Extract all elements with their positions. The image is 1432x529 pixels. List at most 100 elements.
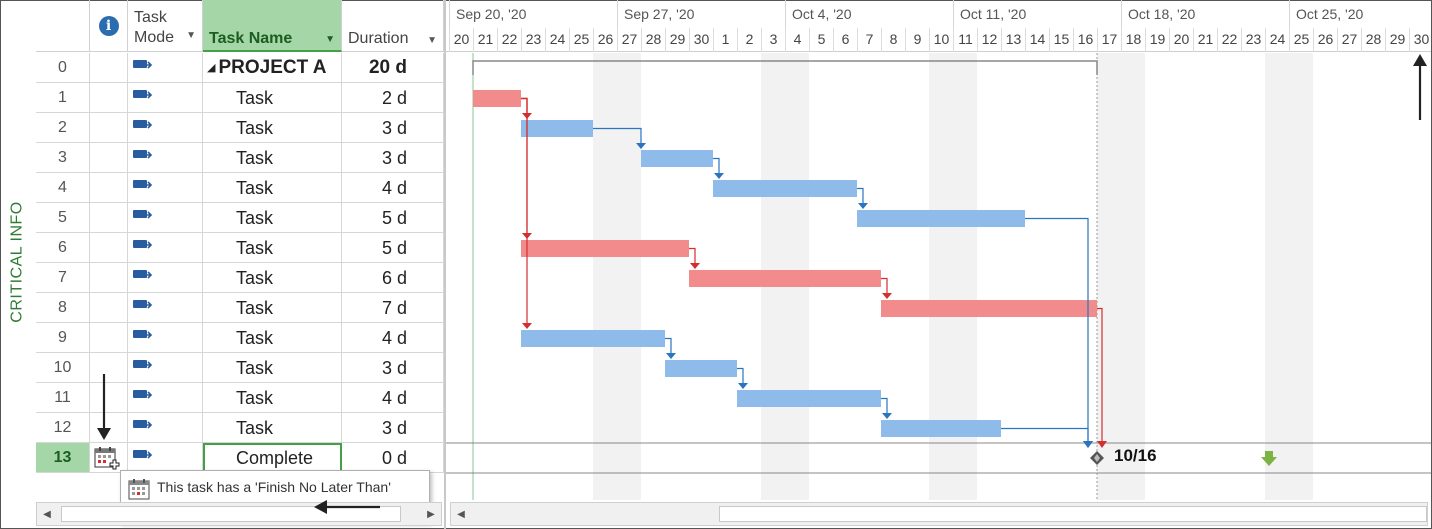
task-name-cell[interactable]: Task — [203, 143, 342, 173]
select-all-header[interactable] — [36, 0, 90, 52]
table-row[interactable]: 9 Task 4 d — [36, 323, 444, 353]
row-id[interactable]: 8 — [36, 293, 90, 323]
task-mode-cell[interactable] — [128, 233, 203, 263]
split-bar[interactable] — [444, 0, 446, 529]
row-id[interactable]: 9 — [36, 323, 90, 353]
gantt-horizontal-scrollbar[interactable]: ◀ — [450, 502, 1428, 526]
task-mode-cell[interactable] — [128, 323, 203, 353]
task-name-cell[interactable]: Task — [203, 323, 342, 353]
task-mode-cell[interactable] — [128, 353, 203, 383]
task-mode-cell[interactable] — [128, 83, 203, 113]
row-id[interactable]: 4 — [36, 173, 90, 203]
duration-cell[interactable]: 7 d — [342, 293, 444, 323]
table-row[interactable]: 8 Task 7 d — [36, 293, 444, 323]
duration-cell[interactable]: 3 d — [342, 413, 444, 443]
indicator-cell[interactable] — [90, 443, 128, 473]
scroll-right-icon[interactable]: ▶ — [427, 508, 435, 520]
indicator-cell[interactable] — [90, 293, 128, 323]
duration-cell[interactable]: 5 d — [342, 203, 444, 233]
task-mode-cell[interactable] — [128, 383, 203, 413]
table-row[interactable]: 10 Task 3 d — [36, 353, 444, 383]
table-row[interactable]: 2 Task 3 d — [36, 113, 444, 143]
task-name-cell[interactable]: Task — [203, 353, 342, 383]
collapse-triangle-icon[interactable]: ◢ — [207, 62, 216, 74]
task-mode-cell[interactable] — [128, 413, 203, 443]
task-name-cell[interactable]: Task — [203, 113, 342, 143]
task-name-cell[interactable]: Task — [203, 203, 342, 233]
indicator-cell[interactable] — [90, 53, 128, 83]
scroll-left-icon[interactable]: ◀ — [43, 508, 51, 520]
duration-cell[interactable]: 6 d — [342, 263, 444, 293]
table-row[interactable]: 6 Task 5 d — [36, 233, 444, 263]
task-name-cell[interactable]: Task — [203, 233, 342, 263]
indicator-cell[interactable] — [90, 233, 128, 263]
row-id[interactable]: 10 — [36, 353, 90, 383]
row-id[interactable]: 3 — [36, 143, 90, 173]
table-row[interactable]: 4 Task 4 d — [36, 173, 444, 203]
indicator-cell[interactable] — [90, 113, 128, 143]
task-mode-cell[interactable] — [128, 203, 203, 233]
duration-column-header[interactable]: Duration ▼ — [342, 0, 444, 52]
duration-cell[interactable]: 20 d — [342, 53, 444, 83]
gantt-scroll-thumb[interactable] — [719, 506, 1427, 522]
task-mode-cell[interactable] — [128, 293, 203, 323]
task-name-cell[interactable]: Task — [203, 413, 342, 443]
task-name-cell[interactable]: Task — [203, 383, 342, 413]
chevron-down-icon[interactable]: ▼ — [427, 35, 437, 46]
table-row[interactable]: 11 Task 4 d — [36, 383, 444, 413]
duration-cell[interactable]: 4 d — [342, 173, 444, 203]
table-row[interactable]: 7 Task 6 d — [36, 263, 444, 293]
task-name-cell[interactable]: Task — [203, 173, 342, 203]
row-id[interactable]: 11 — [36, 383, 90, 413]
table-row[interactable]: 5 Task 5 d — [36, 203, 444, 233]
duration-cell[interactable]: 0 d — [342, 443, 444, 473]
indicator-cell[interactable] — [90, 203, 128, 233]
task-mode-cell[interactable] — [128, 263, 203, 293]
duration-cell[interactable]: 3 d — [342, 353, 444, 383]
indicator-cell[interactable] — [90, 383, 128, 413]
indicator-cell[interactable] — [90, 263, 128, 293]
row-id[interactable]: 12 — [36, 413, 90, 443]
row-id[interactable]: 6 — [36, 233, 90, 263]
table-row[interactable]: 1 Task 2 d — [36, 83, 444, 113]
row-id[interactable]: 13 — [36, 443, 90, 473]
row-id[interactable]: 0 — [36, 53, 90, 83]
task-name-cell[interactable]: Task — [203, 83, 342, 113]
chevron-down-icon[interactable]: ▼ — [186, 30, 196, 41]
chevron-down-icon[interactable]: ▼ — [325, 34, 335, 45]
duration-cell[interactable]: 3 d — [342, 113, 444, 143]
row-id[interactable]: 5 — [36, 203, 90, 233]
task-name-cell[interactable]: Task — [203, 263, 342, 293]
row-id[interactable]: 2 — [36, 113, 90, 143]
sheet-scroll-thumb[interactable] — [61, 506, 401, 522]
task-name-column-header[interactable]: Task Name ▼ — [203, 0, 342, 52]
duration-cell[interactable]: 4 d — [342, 383, 444, 413]
task-name-cell[interactable]: ◢ PROJECT A — [203, 53, 342, 83]
task-mode-cell[interactable] — [128, 143, 203, 173]
task-mode-column-header[interactable]: Task Mode ▼ — [128, 0, 203, 52]
row-id[interactable]: 7 — [36, 263, 90, 293]
table-row[interactable]: 12 Task 3 d — [36, 413, 444, 443]
constraint-calendar-icon[interactable] — [94, 446, 120, 470]
task-mode-cell[interactable] — [128, 113, 203, 143]
task-mode-cell[interactable] — [128, 53, 203, 83]
duration-cell[interactable]: 3 d — [342, 143, 444, 173]
task-name-cell[interactable]: Task — [203, 293, 342, 323]
table-row[interactable]: 0 ◢ PROJECT A 20 d — [36, 53, 444, 83]
indicator-cell[interactable] — [90, 143, 128, 173]
indicator-cell[interactable] — [90, 83, 128, 113]
table-row[interactable]: 13 Complete 0 d — [36, 443, 444, 473]
task-mode-cell[interactable] — [128, 173, 203, 203]
row-id[interactable]: 1 — [36, 83, 90, 113]
indicator-cell[interactable] — [90, 323, 128, 353]
duration-cell[interactable]: 4 d — [342, 323, 444, 353]
indicator-cell[interactable] — [90, 173, 128, 203]
indicator-cell[interactable] — [90, 413, 128, 443]
task-mode-cell[interactable] — [128, 443, 203, 473]
duration-cell[interactable]: 5 d — [342, 233, 444, 263]
table-row[interactable]: 3 Task 3 d — [36, 143, 444, 173]
task-name-cell[interactable]: Complete — [203, 443, 342, 473]
sheet-horizontal-scrollbar[interactable]: ◀ ▶ — [36, 502, 442, 526]
indicator-cell[interactable] — [90, 353, 128, 383]
indicators-column-header[interactable]: i — [90, 0, 128, 52]
